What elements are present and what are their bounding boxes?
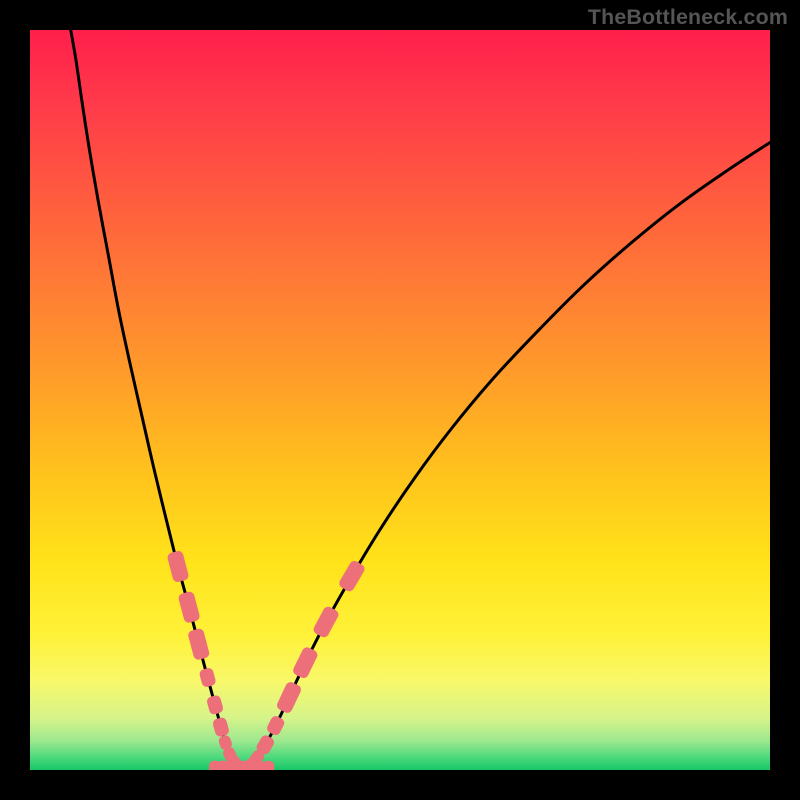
chart-overlay xyxy=(0,0,800,800)
data-marker xyxy=(178,591,201,624)
watermark-text: TheBottleneck.com xyxy=(588,5,788,30)
chart-stage: TheBottleneck.com xyxy=(0,0,800,800)
data-marker xyxy=(275,681,302,715)
data-marker xyxy=(312,605,340,639)
data-marker xyxy=(265,714,286,736)
data-marker xyxy=(291,646,319,680)
data-marker xyxy=(212,717,230,738)
left-curve xyxy=(71,30,245,768)
right-curve xyxy=(245,142,770,767)
data-marker xyxy=(262,761,274,775)
data-marker xyxy=(337,559,366,593)
data-marker xyxy=(199,667,217,688)
data-marker xyxy=(187,628,210,661)
data-marker xyxy=(206,694,224,715)
data-marker xyxy=(166,550,189,583)
